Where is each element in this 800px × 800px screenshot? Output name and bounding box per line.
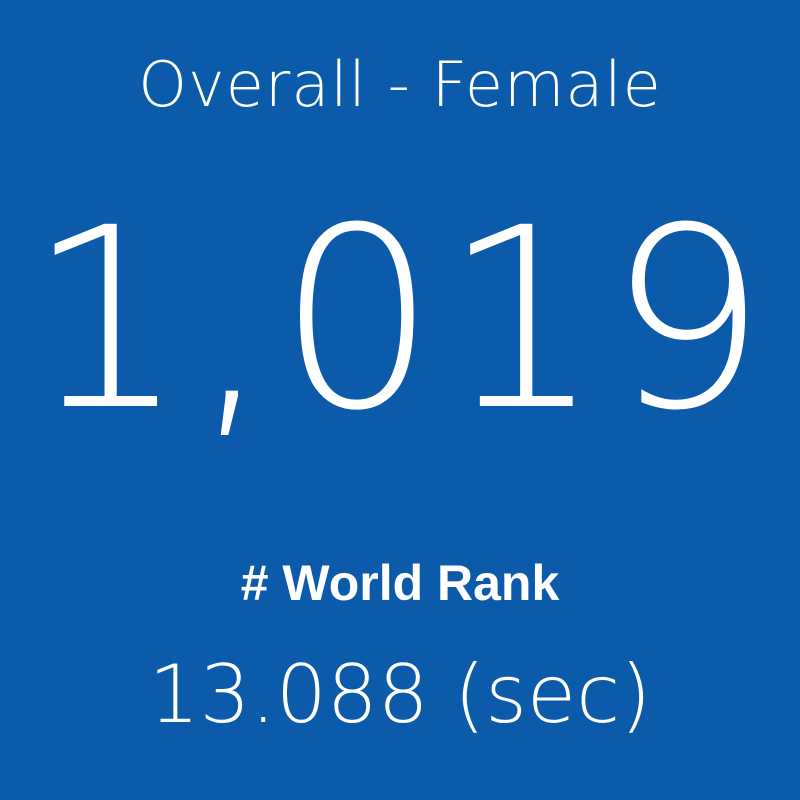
category-title: Overall - Female — [138, 48, 662, 121]
rank-value: 1,019 — [27, 174, 773, 465]
time-value: 13.088 (sec) — [148, 648, 652, 741]
rank-label: # World Rank — [240, 555, 560, 611]
